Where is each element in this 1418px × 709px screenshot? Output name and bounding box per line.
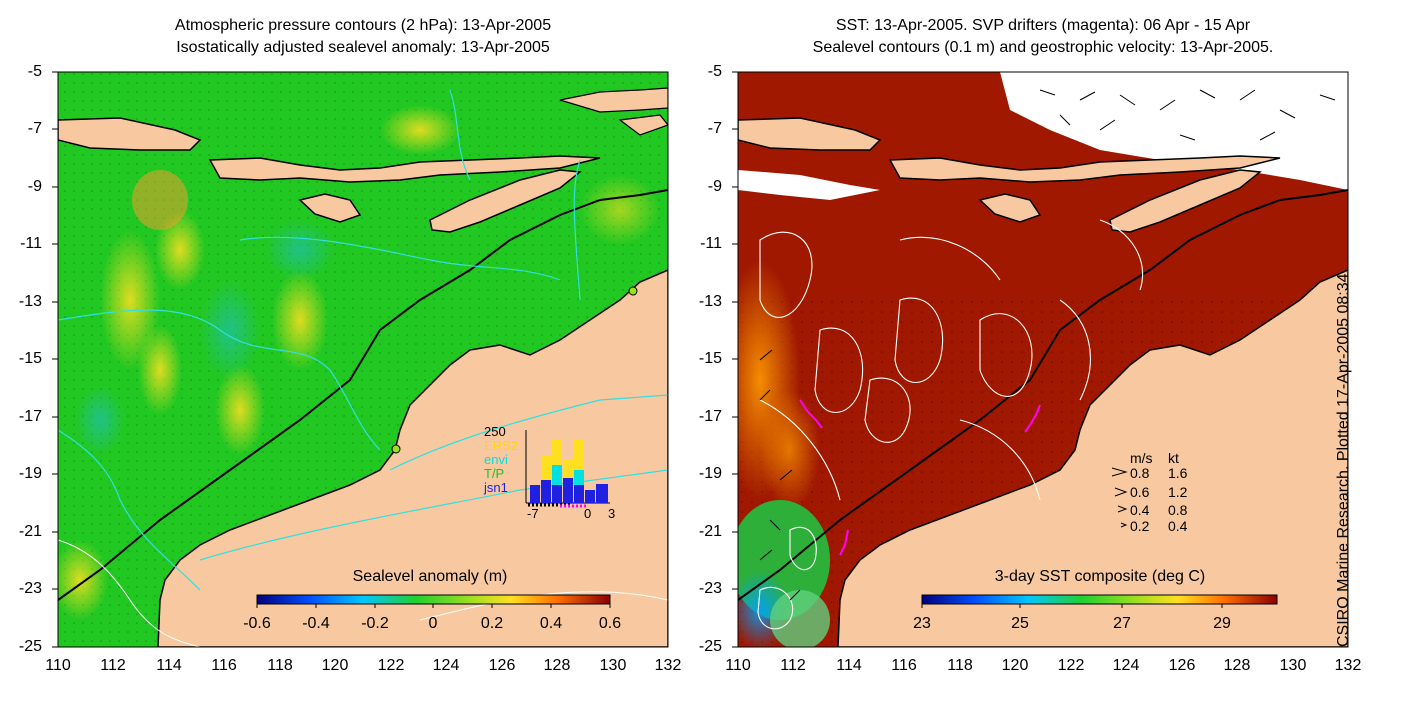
right-colorbar-label: 25 [1011, 615, 1029, 632]
right-lon-tick: 116 [891, 657, 917, 674]
left-lat-tick: -19 [18, 465, 42, 482]
credit-vertical: CSIRO Marine Research. Plotted 17-Apr-20… [1335, 72, 1355, 647]
velocity-legend-kt: 1.6 [1168, 465, 1188, 481]
right-lon-tick: 112 [780, 657, 806, 674]
velocity-legend-ms: 0.4 [1130, 502, 1150, 518]
left-lon-tick: 116 [211, 657, 237, 674]
right-lat-tick: -15 [698, 350, 722, 367]
australia-landmass-sst [837, 269, 1348, 647]
left-colorbar-label: -0.6 [243, 615, 271, 632]
right-lon-tick: 110 [725, 657, 751, 674]
velocity-legend-arrows [1111, 467, 1128, 528]
left-lat-tick: -7 [27, 120, 42, 137]
left-colorbar-label: -0.4 [302, 615, 330, 632]
right-lon-tick: 122 [1057, 657, 1085, 674]
right-lat-tick: -23 [698, 580, 722, 597]
velocity-legend-ms: 0.6 [1130, 484, 1150, 500]
right-colorbar-label: 29 [1213, 615, 1231, 632]
right-lat-tick: -9 [707, 178, 722, 195]
inset-ymax-label: 250 [484, 424, 506, 439]
inset-x-label: 3 [608, 506, 616, 521]
right-lat-tick: -17 [698, 408, 722, 425]
inset-x-label: -7 [527, 506, 539, 521]
left-lat-tick: -9 [27, 178, 42, 195]
left-lat-tick: -23 [18, 580, 42, 597]
right-lon-tick: 114 [836, 657, 862, 674]
right-lat-tick: -21 [698, 523, 722, 540]
right-lon-tick: 118 [947, 657, 973, 674]
left-lat-tick: -17 [18, 408, 42, 425]
right-lat-tick: -7 [707, 120, 722, 137]
left-colorbar-label: 0.2 [480, 615, 504, 632]
right-colorbar-label: 27 [1113, 615, 1131, 632]
velocity-legend-ms: 0.2 [1130, 518, 1150, 534]
right-colorbar-label: 23 [913, 615, 931, 632]
left-title-line2: Isostatically adjusted sealevel anomaly:… [176, 39, 550, 56]
left-lon-tick: 118 [267, 657, 293, 674]
left-lat-tick: -21 [18, 523, 42, 540]
velocity-legend-kt: 1.2 [1168, 484, 1188, 500]
left-lat-tick: -13 [18, 293, 42, 310]
inset-legend-tp: T/P [484, 466, 505, 481]
left-lon-tick: 124 [432, 657, 460, 674]
left-colorbar [256, 594, 611, 605]
velocity-legend-ms: 0.8 [1130, 465, 1150, 481]
left-lon-tick: 120 [321, 657, 349, 674]
inset-legend-jsn1: jsn1 [484, 480, 508, 495]
left-colorbar-title: Sealevel anomaly (m) [352, 568, 508, 585]
left-lon-tick: 130 [599, 657, 627, 674]
right-lon-tick: 132 [1334, 657, 1362, 674]
right-lon-tick: 130 [1279, 657, 1307, 674]
left-lat-tick: -5 [27, 63, 42, 80]
velocity-legend-kt: 0.8 [1168, 502, 1188, 518]
inset-legend-envi: envi [484, 452, 508, 467]
left-lon-tick: 112 [100, 657, 126, 674]
left-lon-tick: 122 [377, 657, 405, 674]
left-map [58, 72, 668, 647]
left-lon-tick: 114 [156, 657, 182, 674]
left-lon-tick: 126 [488, 657, 516, 674]
left-lon-tick: 110 [45, 657, 71, 674]
left-lat-tick: -25 [18, 638, 42, 655]
right-lat-tick: -19 [698, 465, 722, 482]
left-inset-histogram [525, 430, 610, 508]
velocity-legend-ms-header: m/s [1130, 450, 1153, 466]
left-colorbar-label: -0.2 [361, 615, 389, 632]
velocity-legend-kt: 0.4 [1168, 518, 1188, 534]
right-lat-tick: -13 [698, 293, 722, 310]
left-lat-tick: -15 [18, 350, 42, 367]
right-title-line1: SST: 13-Apr-2005. SVP drifters (magenta)… [835, 17, 1251, 34]
left-lon-tick: 132 [654, 657, 682, 674]
right-lat-tick: -25 [698, 638, 722, 655]
left-colorbar-label: 0 [428, 615, 438, 632]
right-lon-tick: 126 [1168, 657, 1196, 674]
velocity-legend-kt-header: kt [1168, 450, 1179, 466]
right-lat-tick: -11 [700, 235, 722, 252]
right-colorbar [921, 594, 1278, 605]
inset-legend-ers2: ERS2 [484, 438, 518, 453]
left-colorbar-label: 0.6 [598, 615, 622, 632]
right-lat-tick: -5 [707, 63, 722, 80]
right-colorbar-title: 3-day SST composite (deg C) [994, 568, 1206, 585]
right-title-line2: Sealevel contours (0.1 m) and geostrophi… [812, 39, 1274, 56]
inset-x-label: 0 [584, 506, 592, 521]
left-colorbar-label: 0.4 [539, 615, 563, 632]
left-title-line1: Atmospheric pressure contours (2 hPa): 1… [174, 17, 552, 34]
right-lon-tick: 120 [1001, 657, 1029, 674]
left-lon-tick: 128 [543, 657, 571, 674]
credit-text: CSIRO Marine Research. Plotted 17-Apr-20… [1335, 273, 1352, 647]
axis-ticks [52, 71, 738, 648]
left-lat-tick: -11 [20, 235, 42, 252]
right-lon-tick: 128 [1223, 657, 1251, 674]
right-lon-tick: 124 [1112, 657, 1140, 674]
right-map [738, 72, 1348, 647]
